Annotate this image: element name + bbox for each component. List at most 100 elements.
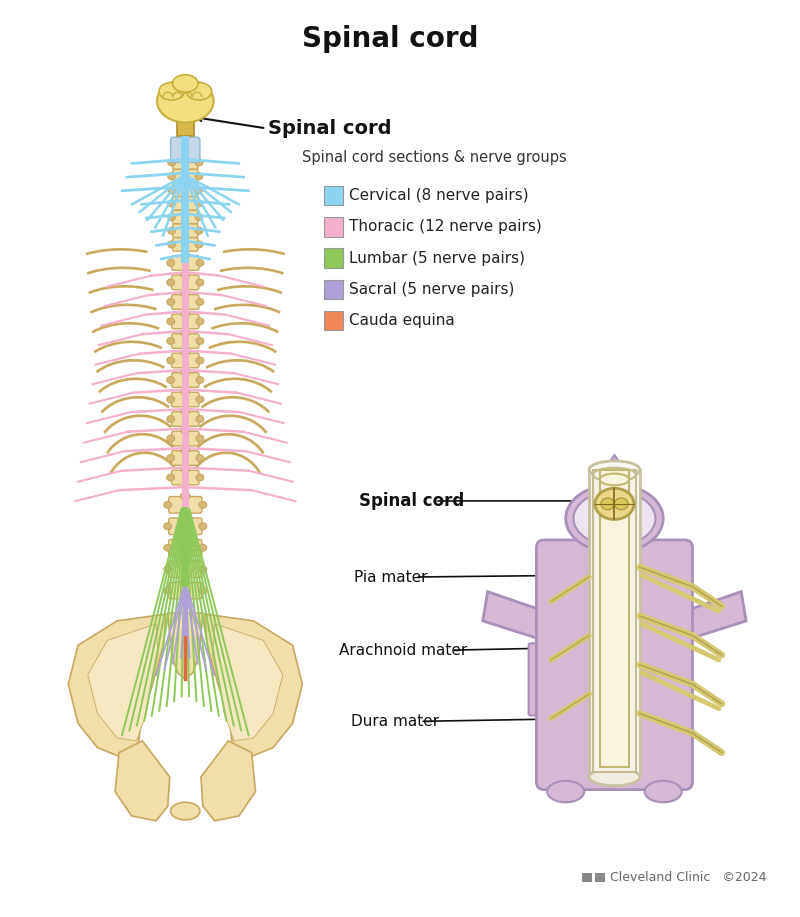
FancyBboxPatch shape: [172, 470, 199, 485]
FancyBboxPatch shape: [169, 539, 202, 556]
Ellipse shape: [195, 186, 203, 193]
Bar: [177, 109, 194, 136]
Ellipse shape: [196, 435, 204, 442]
Ellipse shape: [195, 241, 203, 248]
Ellipse shape: [195, 159, 203, 166]
Bar: [600, 470, 629, 768]
Ellipse shape: [168, 172, 175, 180]
Ellipse shape: [196, 260, 204, 266]
Ellipse shape: [181, 578, 190, 586]
Ellipse shape: [199, 523, 206, 530]
Ellipse shape: [186, 83, 212, 100]
Ellipse shape: [168, 200, 175, 207]
Ellipse shape: [166, 260, 174, 266]
Ellipse shape: [196, 299, 204, 305]
Text: Spinal cord: Spinal cord: [268, 119, 392, 138]
FancyBboxPatch shape: [173, 170, 198, 183]
FancyBboxPatch shape: [172, 431, 199, 446]
FancyBboxPatch shape: [172, 275, 199, 290]
FancyBboxPatch shape: [169, 496, 202, 514]
Ellipse shape: [181, 369, 190, 376]
Polygon shape: [605, 455, 624, 487]
Polygon shape: [201, 741, 255, 821]
FancyBboxPatch shape: [173, 224, 198, 238]
Ellipse shape: [199, 587, 206, 594]
Ellipse shape: [181, 447, 190, 454]
Polygon shape: [482, 591, 544, 640]
FancyBboxPatch shape: [172, 334, 199, 348]
Bar: [324, 280, 343, 299]
Ellipse shape: [196, 279, 204, 286]
Ellipse shape: [589, 768, 640, 786]
Text: Spinal cord: Spinal cord: [359, 492, 464, 510]
Polygon shape: [115, 741, 170, 821]
Ellipse shape: [196, 377, 204, 383]
Bar: [324, 311, 343, 330]
Ellipse shape: [181, 252, 190, 259]
Ellipse shape: [166, 435, 174, 442]
Ellipse shape: [181, 349, 190, 356]
Text: Cauda equina: Cauda equina: [349, 313, 455, 328]
Ellipse shape: [196, 415, 204, 423]
Ellipse shape: [195, 172, 203, 180]
FancyBboxPatch shape: [172, 392, 199, 407]
FancyBboxPatch shape: [172, 294, 199, 309]
Ellipse shape: [196, 357, 204, 364]
Ellipse shape: [199, 545, 206, 551]
Ellipse shape: [164, 566, 172, 572]
Bar: [182, 507, 188, 587]
Text: Arachnoid mater: Arachnoid mater: [339, 643, 468, 657]
Ellipse shape: [181, 492, 190, 500]
FancyBboxPatch shape: [173, 210, 198, 224]
Text: Lumbar (5 nerve pairs): Lumbar (5 nerve pairs): [349, 250, 525, 266]
Bar: [182, 136, 190, 263]
Polygon shape: [205, 614, 302, 757]
FancyBboxPatch shape: [537, 540, 693, 790]
Ellipse shape: [181, 427, 190, 434]
Ellipse shape: [181, 467, 190, 473]
Ellipse shape: [164, 545, 172, 551]
Ellipse shape: [166, 396, 174, 403]
FancyBboxPatch shape: [529, 644, 546, 715]
Text: Sacral (5 nerve pairs): Sacral (5 nerve pairs): [349, 282, 514, 297]
Ellipse shape: [181, 388, 190, 395]
Ellipse shape: [195, 200, 203, 207]
Ellipse shape: [168, 214, 175, 220]
Bar: [324, 249, 343, 268]
Ellipse shape: [166, 377, 174, 383]
Ellipse shape: [166, 357, 174, 364]
Text: Spinal cord sections & nerve groups: Spinal cord sections & nerve groups: [302, 150, 567, 165]
Polygon shape: [88, 624, 158, 741]
Ellipse shape: [196, 455, 204, 461]
Bar: [324, 186, 343, 205]
Polygon shape: [68, 614, 166, 757]
FancyBboxPatch shape: [173, 238, 198, 251]
Polygon shape: [213, 624, 283, 741]
Ellipse shape: [166, 279, 174, 286]
Ellipse shape: [199, 502, 206, 508]
FancyBboxPatch shape: [172, 450, 199, 465]
Ellipse shape: [168, 159, 175, 166]
Text: Thoracic (12 nerve pairs): Thoracic (12 nerve pairs): [349, 219, 542, 235]
Text: Dura mater: Dura mater: [351, 713, 439, 729]
Ellipse shape: [164, 502, 172, 508]
FancyBboxPatch shape: [169, 518, 202, 535]
Ellipse shape: [173, 74, 198, 93]
Ellipse shape: [166, 337, 174, 345]
Ellipse shape: [157, 80, 214, 123]
Bar: [593, 470, 636, 772]
Ellipse shape: [164, 523, 172, 530]
Ellipse shape: [181, 271, 190, 278]
FancyBboxPatch shape: [170, 138, 200, 162]
Bar: [183, 587, 188, 635]
Ellipse shape: [645, 781, 682, 802]
Text: Pia mater: Pia mater: [354, 569, 427, 584]
Ellipse shape: [566, 484, 663, 553]
FancyBboxPatch shape: [172, 353, 199, 368]
Ellipse shape: [196, 318, 204, 325]
Ellipse shape: [196, 474, 204, 481]
Ellipse shape: [159, 83, 184, 100]
Bar: [589, 470, 640, 777]
Bar: [182, 263, 189, 507]
Bar: [582, 872, 592, 882]
